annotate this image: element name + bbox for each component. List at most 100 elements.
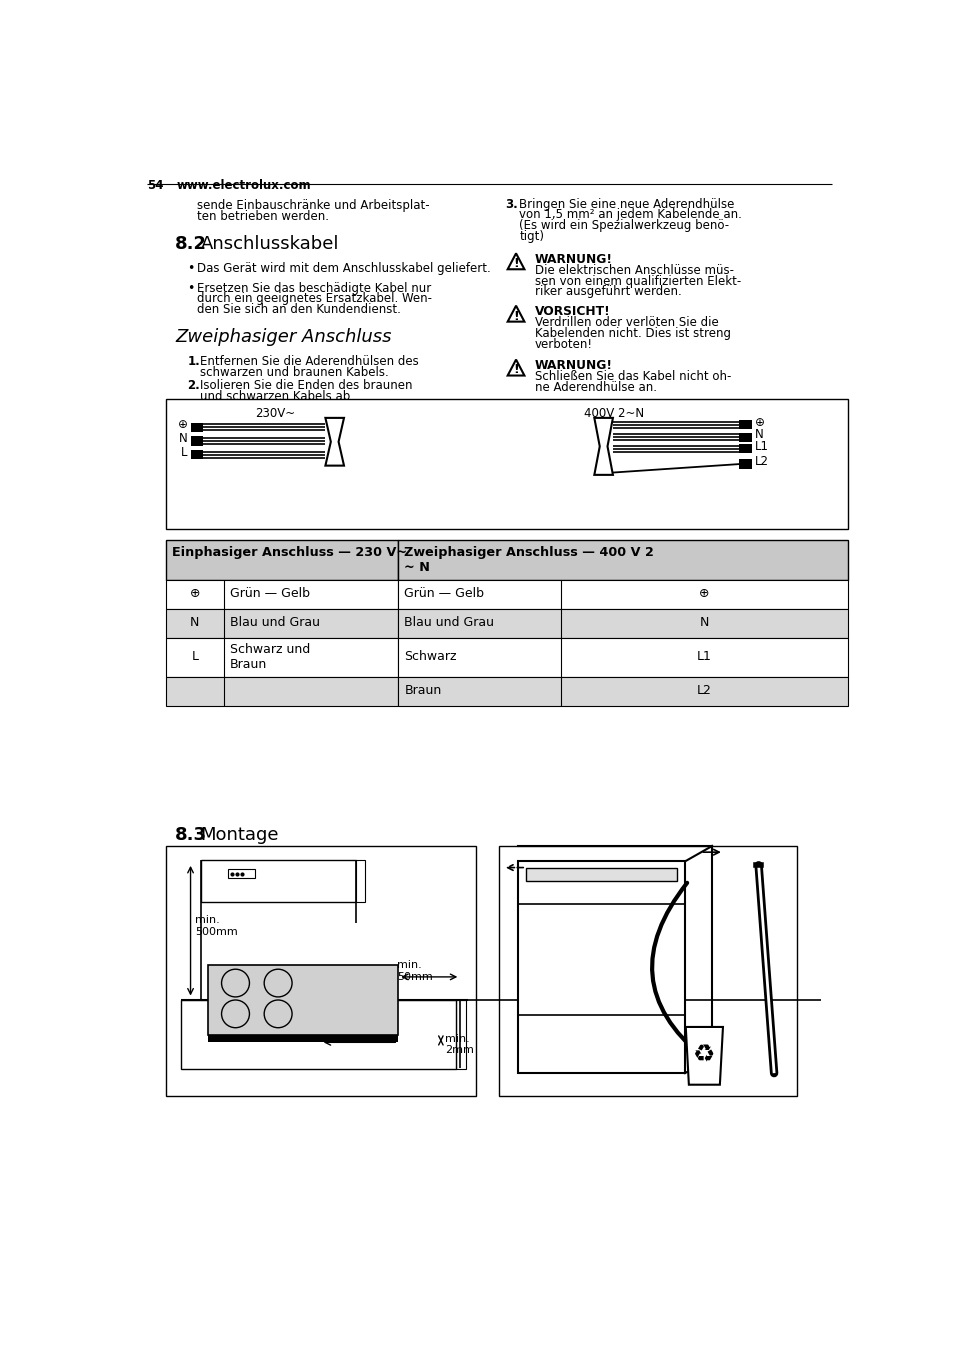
Text: von 1,5 mm² an jedem Kabelende an.: von 1,5 mm² an jedem Kabelende an. (518, 208, 741, 222)
Text: min.
2mm: min. 2mm (444, 1034, 473, 1056)
Bar (517, 861, 684, 1073)
Bar (498, 846, 797, 1096)
Text: Schwarz: Schwarz (404, 650, 456, 662)
Text: •: • (187, 262, 194, 276)
Text: WARNUNG!: WARNUNG! (534, 253, 612, 266)
Text: Grün — Gelb: Grün — Gelb (230, 587, 310, 600)
Text: ten betrieben werden.: ten betrieben werden. (196, 210, 329, 223)
Text: 8.3: 8.3 (174, 826, 207, 844)
Text: 3.: 3. (505, 197, 517, 211)
Polygon shape (594, 418, 612, 475)
Bar (739, 420, 751, 430)
Text: min.
50mm: min. 50mm (396, 960, 432, 982)
Bar (208, 1034, 397, 1042)
Bar (166, 580, 397, 608)
Text: durch ein geeignetes Ersatzkabel. Wen-: durch ein geeignetes Ersatzkabel. Wen- (196, 292, 432, 306)
Bar (739, 460, 751, 469)
Bar (166, 608, 397, 638)
Text: ~ N: ~ N (404, 561, 430, 575)
Text: 8.2: 8.2 (174, 235, 207, 253)
Text: Anschlusskabel: Anschlusskabel (200, 235, 338, 253)
Text: N: N (178, 433, 187, 445)
Text: N: N (699, 617, 708, 629)
Bar (397, 580, 847, 608)
Bar (739, 443, 751, 453)
Text: Bringen Sie eine neue Aderendhülse: Bringen Sie eine neue Aderendhülse (518, 197, 734, 211)
Bar (228, 869, 254, 879)
Text: Grün — Gelb: Grün — Gelb (404, 587, 484, 600)
Text: !: ! (513, 364, 518, 376)
Bar (191, 450, 203, 460)
Bar (191, 423, 203, 431)
Bar (166, 638, 397, 676)
Text: 400V 2~N: 400V 2~N (583, 407, 643, 420)
Text: L2: L2 (697, 684, 711, 698)
Text: sen von einem qualifizierten Elekt-: sen von einem qualifizierten Elekt- (534, 274, 740, 288)
Text: ⊕: ⊕ (754, 416, 763, 429)
Bar (397, 676, 847, 706)
Text: ne Aderendhülse an.: ne Aderendhülse an. (534, 381, 656, 393)
Text: Zweiphasiger Anschluss — 400 V 2: Zweiphasiger Anschluss — 400 V 2 (404, 546, 654, 558)
Text: ⊕: ⊕ (177, 418, 187, 431)
Text: und schwarzen Kabels ab.: und schwarzen Kabels ab. (199, 391, 354, 403)
Bar (166, 676, 397, 706)
Text: !: ! (513, 257, 518, 270)
Text: (Es wird ein Spezialwerkzeug benö-: (Es wird ein Spezialwerkzeug benö- (518, 219, 728, 233)
Text: N: N (754, 429, 762, 441)
Text: N: N (190, 617, 199, 629)
Bar (191, 437, 203, 446)
Text: Braun: Braun (404, 684, 441, 698)
Bar (397, 608, 847, 638)
Bar (166, 539, 397, 580)
Text: den Sie sich an den Kundendienst.: den Sie sich an den Kundendienst. (196, 303, 400, 316)
Bar (456, 1000, 465, 1069)
Bar (739, 433, 751, 442)
Text: 230V~: 230V~ (254, 407, 294, 420)
Text: VORSICHT!: VORSICHT! (534, 306, 610, 319)
Text: Schließen Sie das Kabel nicht oh-: Schließen Sie das Kabel nicht oh- (534, 370, 730, 383)
Text: Entfernen Sie die Aderendhülsen des: Entfernen Sie die Aderendhülsen des (199, 354, 418, 368)
Text: L: L (192, 650, 198, 662)
Bar (181, 1000, 456, 1069)
Text: Kabelenden nicht. Dies ist streng: Kabelenden nicht. Dies ist streng (534, 327, 730, 339)
Bar (525, 868, 677, 882)
Text: WARNUNG!: WARNUNG! (534, 360, 612, 372)
Bar (397, 638, 847, 676)
Text: 2.: 2. (187, 380, 200, 392)
Polygon shape (325, 418, 344, 465)
Text: www.electrolux.com: www.electrolux.com (176, 180, 311, 192)
Bar (397, 539, 847, 580)
Text: L: L (181, 446, 187, 460)
Text: Zweiphasiger Anschluss: Zweiphasiger Anschluss (174, 327, 391, 346)
Bar (200, 860, 355, 902)
Text: Blau und Grau: Blau und Grau (230, 617, 320, 629)
Text: Einphasiger Anschluss — 230 V~: Einphasiger Anschluss — 230 V~ (172, 546, 407, 558)
Text: •: • (187, 281, 194, 295)
Text: Ersetzen Sie das beschädigte Kabel nur: Ersetzen Sie das beschädigte Kabel nur (196, 281, 431, 295)
Text: !: ! (513, 310, 518, 323)
Text: Verdrillen oder verlöten Sie die: Verdrillen oder verlöten Sie die (534, 316, 718, 330)
Text: tigt): tigt) (518, 230, 543, 243)
Text: ⊕: ⊕ (190, 587, 200, 600)
Text: L1: L1 (697, 650, 711, 662)
Text: ♻: ♻ (693, 1044, 715, 1068)
Bar (166, 846, 476, 1096)
Text: L1: L1 (754, 439, 768, 453)
Text: schwarzen und braunen Kabels.: schwarzen und braunen Kabels. (199, 365, 388, 379)
Text: Montage: Montage (200, 826, 279, 844)
Text: ⊕: ⊕ (699, 587, 709, 600)
Text: Schwarz und
Braun: Schwarz und Braun (230, 642, 310, 671)
Text: 1.: 1. (187, 354, 200, 368)
Text: L2: L2 (754, 456, 768, 468)
Text: Das Gerät wird mit dem Anschlusskabel geliefert.: Das Gerät wird mit dem Anschlusskabel ge… (196, 262, 490, 276)
Bar (355, 860, 365, 902)
Text: riker ausgeführt werden.: riker ausgeführt werden. (534, 285, 680, 299)
Text: Blau und Grau: Blau und Grau (404, 617, 494, 629)
Text: min.
500mm: min. 500mm (195, 915, 237, 937)
Bar (208, 965, 397, 1034)
Text: Isolieren Sie die Enden des braunen: Isolieren Sie die Enden des braunen (199, 380, 412, 392)
Text: Die elektrischen Anschlüsse müs-: Die elektrischen Anschlüsse müs- (534, 264, 733, 277)
Bar (166, 399, 847, 529)
Text: 54: 54 (147, 180, 164, 192)
Polygon shape (685, 1028, 722, 1084)
